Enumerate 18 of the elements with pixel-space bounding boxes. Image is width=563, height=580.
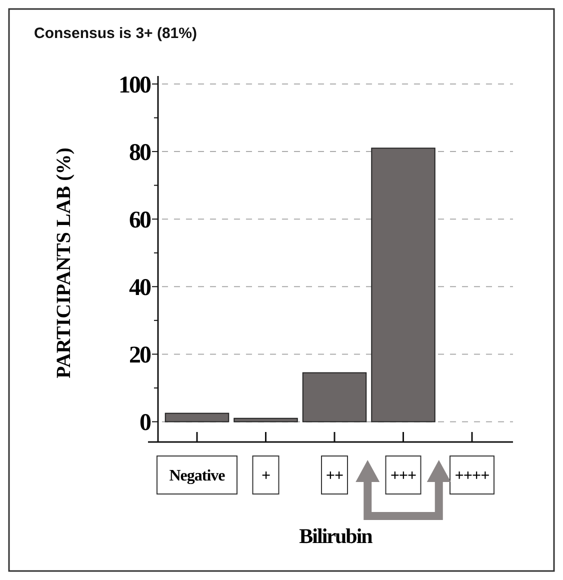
bar <box>234 418 298 422</box>
y-tick-label: 40 <box>129 275 152 302</box>
bar <box>164 412 230 422</box>
y-tick-label: 60 <box>129 207 152 234</box>
x-tick-label: ++ <box>326 468 344 485</box>
y-axis-title: PARTICIPANTS LAB (%) <box>53 148 75 378</box>
chart-title: Consensus is 3+ (81%) <box>34 25 197 42</box>
y-tick-label: 20 <box>129 342 152 369</box>
bar <box>302 372 367 422</box>
x-tick-label: + <box>261 468 270 485</box>
y-tick-label: 0 <box>140 410 152 436</box>
y-tick-label: 100 <box>118 72 152 98</box>
x-axis-title: Bilirubin <box>299 524 374 548</box>
x-tick-label: Negative <box>169 468 226 485</box>
bar <box>371 148 436 422</box>
x-tick-label: +++ <box>390 468 417 485</box>
y-tick-label: 80 <box>129 140 152 166</box>
x-tick-label: ++++ <box>454 468 490 485</box>
